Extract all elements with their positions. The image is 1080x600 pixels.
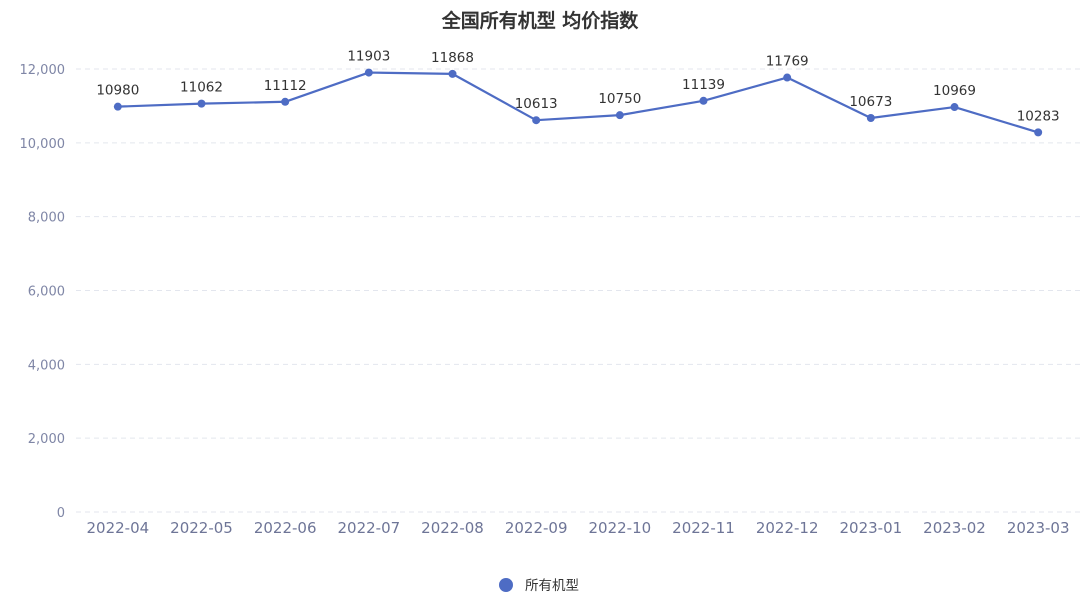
- y-tick-label: 4,000: [28, 358, 65, 373]
- x-tick-label: 2023-03: [1007, 519, 1070, 537]
- y-tick-label: 8,000: [28, 211, 65, 226]
- series-line: [117, 71, 1039, 134]
- data-label: 10613: [515, 96, 558, 112]
- x-tick-label: 2022-05: [170, 519, 233, 537]
- data-point[interactable]: [699, 96, 708, 105]
- grid-lines: [76, 68, 1080, 513]
- y-tick-label: 12,000: [20, 63, 66, 78]
- data-label: 11139: [682, 77, 725, 93]
- data-point[interactable]: [364, 68, 373, 77]
- data-label: 11112: [264, 78, 307, 94]
- data-point[interactable]: [615, 111, 624, 120]
- y-tick-label: 10,000: [20, 137, 66, 152]
- y-tick-label: 6,000: [28, 285, 65, 300]
- data-label: 11062: [180, 80, 223, 96]
- x-tick-label: 2022-12: [756, 519, 819, 537]
- x-tick-label: 2023-02: [923, 519, 986, 537]
- x-tick-label: 2022-11: [672, 519, 735, 537]
- data-label: 10969: [933, 83, 976, 99]
- x-tick-label: 2022-04: [86, 519, 149, 537]
- x-tick-label: 2022-06: [254, 519, 317, 537]
- series-group: 10980 11062 11112 11903 11868 10613 10750 11139…: [96, 49, 1060, 137]
- data-point[interactable]: [197, 99, 206, 108]
- legend-marker[interactable]: [499, 578, 513, 592]
- data-label: 11769: [766, 54, 809, 70]
- data-point[interactable]: [113, 102, 122, 111]
- data-label: 10283: [1017, 108, 1060, 124]
- legend[interactable]: 所有机型: [499, 578, 579, 594]
- data-point[interactable]: [281, 97, 290, 106]
- x-axis: 2022-04 2022-05 2022-06 2022-07 2022-08 2022-…: [86, 519, 1069, 537]
- x-tick-label: 2022-08: [421, 519, 484, 537]
- y-tick-label: 0: [57, 506, 65, 521]
- data-point[interactable]: [950, 103, 959, 112]
- y-axis: 0 2,000 4,000 6,000 8,000 10,000 12,000: [20, 63, 66, 521]
- data-point[interactable]: [1034, 128, 1043, 137]
- data-point[interactable]: [532, 116, 541, 125]
- data-point[interactable]: [448, 69, 457, 78]
- data-label: 10980: [96, 83, 139, 99]
- x-tick-label: 2022-07: [337, 519, 400, 537]
- y-tick-label: 2,000: [28, 432, 65, 447]
- legend-label[interactable]: 所有机型: [525, 578, 579, 594]
- data-label: 10673: [849, 94, 892, 110]
- chart-title: 全国所有机型 均价指数: [441, 9, 640, 32]
- data-label: 11903: [347, 49, 390, 65]
- data-point[interactable]: [866, 113, 875, 122]
- x-tick-label: 2023-01: [839, 519, 902, 537]
- x-tick-label: 2022-10: [588, 519, 651, 537]
- data-label: 10750: [598, 91, 641, 107]
- x-tick-label: 2022-09: [505, 519, 568, 537]
- data-point[interactable]: [783, 73, 792, 82]
- data-label: 11868: [431, 50, 474, 66]
